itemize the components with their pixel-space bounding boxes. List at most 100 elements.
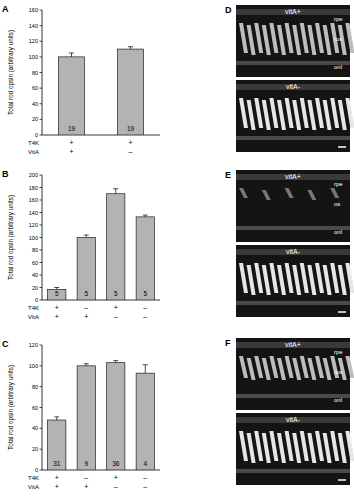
error-bar — [128, 47, 133, 49]
condition-sign: – — [143, 483, 147, 490]
outer-segment — [239, 431, 248, 461]
outer-segment — [239, 23, 248, 53]
image-label: vitA- — [286, 83, 301, 90]
bar — [136, 217, 154, 300]
outer-segment — [292, 25, 301, 55]
condition-sign: – — [114, 313, 118, 320]
layer-label: os — [334, 201, 340, 207]
y-tick-label: 100 — [29, 54, 38, 60]
outer-segment — [307, 100, 316, 130]
error-cap — [113, 188, 118, 189]
condition-sign: + — [84, 483, 88, 490]
outer-segment — [307, 265, 316, 295]
error-bar — [69, 53, 74, 57]
outer-segment — [300, 98, 309, 128]
outer-segment — [315, 98, 324, 128]
layer-label: rpe — [334, 349, 343, 355]
condition-label: VitA — [28, 149, 39, 155]
scale-bar — [338, 479, 346, 481]
error-cap — [143, 215, 148, 216]
image-background — [236, 413, 350, 485]
outer-segment — [292, 265, 301, 295]
condition-sign: – — [84, 304, 88, 311]
error-cap — [84, 363, 89, 364]
y-tick-label: 160 — [29, 7, 38, 13]
outer-segment — [330, 98, 339, 128]
condition-sign: – — [143, 313, 147, 320]
y-tick-label: 180 — [29, 185, 38, 191]
condition-sign: + — [55, 313, 59, 320]
y-tick-label: 0 — [35, 297, 38, 303]
y-axis — [42, 10, 43, 135]
condition-sign: – — [143, 304, 147, 311]
outer-segment — [285, 98, 294, 128]
bar — [136, 373, 154, 470]
layer-label: rpe — [334, 181, 343, 187]
outer-segment — [247, 433, 256, 463]
outer-segment — [330, 188, 339, 198]
y-axis-label: Total rod opsin (arbitrary units) — [7, 365, 15, 450]
rpe-layer — [236, 249, 350, 255]
layer-label: onl — [334, 229, 342, 235]
bar — [48, 289, 66, 300]
outer-segment — [239, 98, 248, 128]
y-tick-label: 20 — [32, 285, 38, 291]
outer-segment — [345, 23, 354, 53]
micrograph-panel: EvitA+rpeosonlvitA- — [225, 170, 354, 317]
bar — [77, 238, 95, 301]
condition-sign: + — [55, 304, 59, 311]
outer-segment — [262, 190, 271, 200]
n-label: 19 — [68, 125, 76, 132]
y-tick-label: 60 — [32, 260, 38, 266]
y-tick-label: 80 — [32, 70, 38, 76]
error-cap — [54, 287, 59, 288]
scale-bar — [338, 146, 346, 148]
rpe-layer — [236, 342, 350, 348]
outer-segment — [247, 100, 256, 130]
micrograph: vitA+rperosonl — [236, 338, 354, 410]
outer-segment — [315, 356, 324, 378]
outer-segment — [247, 25, 256, 55]
outer-segment — [292, 433, 301, 463]
outer-segment — [269, 356, 278, 378]
outer-segment — [307, 25, 316, 55]
outer-segment — [345, 98, 354, 128]
condition-sign: – — [84, 474, 88, 481]
outer-segment — [315, 23, 324, 53]
outer-segment — [285, 356, 294, 378]
bar-chart: BTotal rod opsin (arbitrary units)020406… — [2, 169, 160, 320]
error-bar — [143, 365, 148, 373]
panel-letter: C — [2, 339, 9, 349]
image-label: vitA+ — [285, 8, 301, 15]
bars — [48, 361, 155, 470]
outer-segment — [300, 23, 309, 53]
image-background — [236, 170, 350, 242]
error-cap — [69, 52, 74, 53]
bar-chart: ATotal rod opsin (arbitrary units)020406… — [2, 4, 160, 155]
error-bar — [84, 364, 89, 366]
outer-segment — [330, 263, 339, 293]
bar — [77, 366, 95, 470]
condition-sign: + — [69, 139, 73, 146]
error-bar — [84, 235, 89, 238]
n-label: 36 — [112, 460, 120, 467]
layer-label: ros — [334, 36, 342, 42]
micrograph: vitA- — [236, 80, 354, 152]
panel-letter: E — [225, 170, 231, 180]
outer-segment — [254, 356, 263, 378]
condition-sign: – — [143, 474, 147, 481]
error-stem — [86, 235, 87, 238]
outer-segment — [254, 263, 263, 293]
outer-segment — [345, 356, 354, 378]
condition-sign: + — [114, 474, 118, 481]
outer-segment — [285, 23, 294, 53]
bars — [59, 47, 144, 135]
error-cap — [84, 235, 89, 236]
outer-segment — [239, 356, 248, 378]
panel-letter: F — [225, 338, 231, 348]
micrograph: vitA+rperosonl — [236, 5, 354, 77]
outer-segment — [277, 265, 286, 295]
outer-segment — [315, 431, 324, 461]
y-tick-label: 20 — [32, 446, 38, 452]
y-tick-label: 0 — [35, 467, 38, 473]
